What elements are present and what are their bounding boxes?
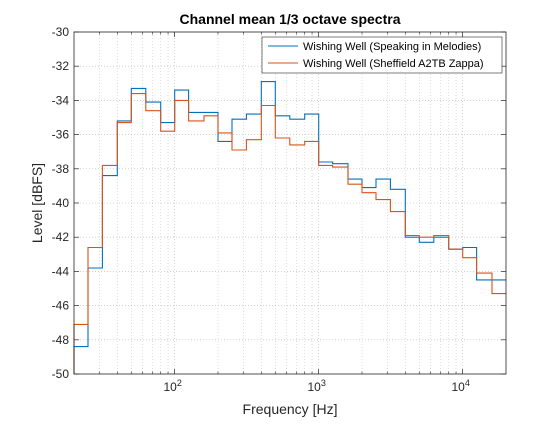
axis-ticks — [74, 31, 506, 375]
y-tick-label: -44 — [52, 264, 70, 278]
tick-labels: 102 103 104-30-32-34-36-38-40-42-44-46-48-… — [52, 25, 470, 394]
series-lines — [73, 81, 506, 374]
y-tick-label: -36 — [52, 128, 70, 142]
y-tick-label: -30 — [52, 25, 70, 39]
y-tick-label: -46 — [52, 299, 70, 313]
legend-box — [261, 36, 503, 74]
series-line-speaking-in-melodies — [73, 81, 506, 374]
legend: Wishing Well (Speaking in Melodies) Wish… — [261, 36, 503, 74]
y-tick-label: -50 — [52, 367, 70, 381]
legend-label-sheffield-zappa: Wishing Well (Sheffield A2TB Zappa) — [303, 58, 484, 70]
y-tick-label: -34 — [52, 93, 70, 107]
y-axis-label: Level [dBFS] — [29, 163, 45, 243]
legend-label-speaking-in-melodies: Wishing Well (Speaking in Melodies) — [303, 41, 481, 53]
y-tick-label: -48 — [52, 333, 70, 347]
series-line-sheffield-zappa — [73, 93, 506, 374]
y-tick-label: -40 — [52, 196, 70, 210]
y-tick-label: -32 — [52, 59, 70, 73]
y-tick-label: -38 — [52, 162, 70, 176]
y-tick-label: -42 — [52, 230, 70, 244]
x-axis-label: Frequency [Hz] — [243, 401, 338, 417]
chart-title: Channel mean 1/3 octave spectra — [180, 11, 401, 27]
